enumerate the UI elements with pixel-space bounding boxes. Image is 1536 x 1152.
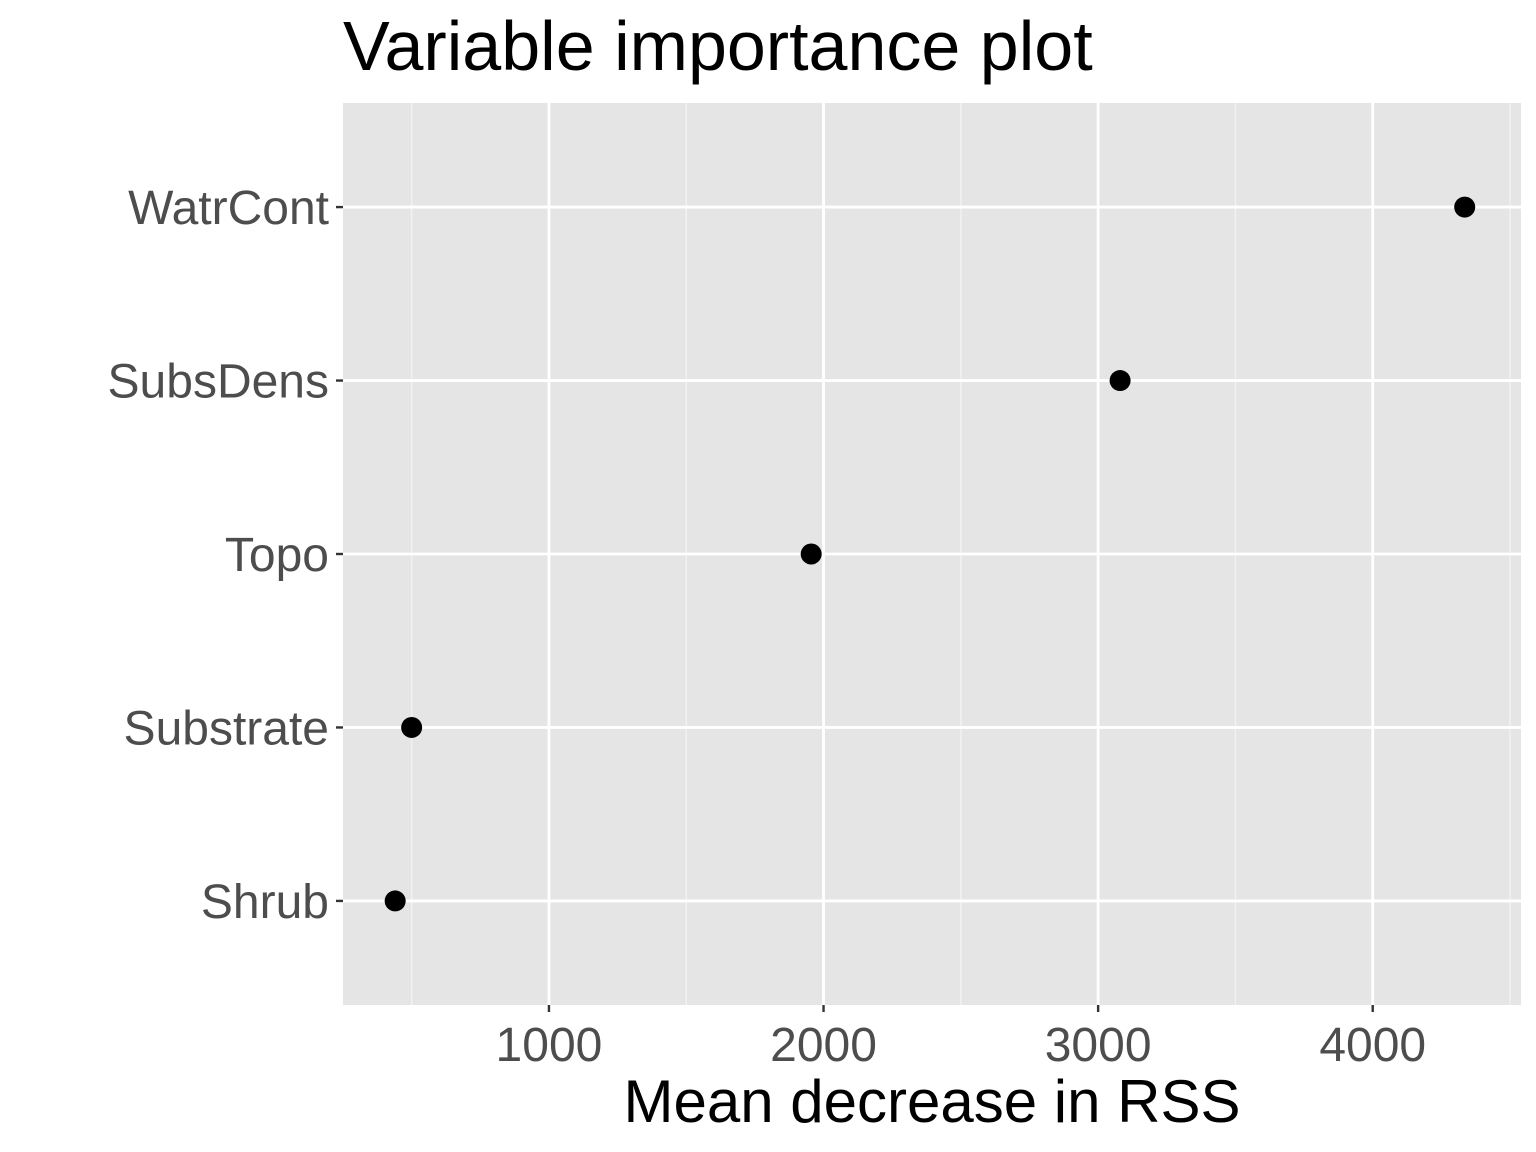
y-tick-label: SubsDens [108,356,329,409]
x-tick-label: 2000 [770,1019,877,1072]
y-tick-label: WatrCont [128,182,329,235]
x-tick-label: 3000 [1045,1019,1152,1072]
data-point [401,717,422,738]
data-point [385,890,406,911]
x-axis: 1000 2000 3000 4000 [496,1005,1427,1072]
y-tick-label: Shrub [201,876,329,929]
data-point [1110,370,1131,391]
chart-title: Variable importance plot [343,7,1093,85]
y-axis: Shrub Substrate Topo SubsDens WatrCont [108,182,343,929]
y-tick-label: Topo [225,529,329,582]
data-point [801,544,822,565]
data-point [1454,197,1475,218]
x-axis-title: Mean decrease in RSS [624,1068,1241,1135]
x-tick-label: 1000 [496,1019,603,1072]
y-tick-label: Substrate [124,702,329,755]
x-tick-label: 4000 [1319,1019,1426,1072]
